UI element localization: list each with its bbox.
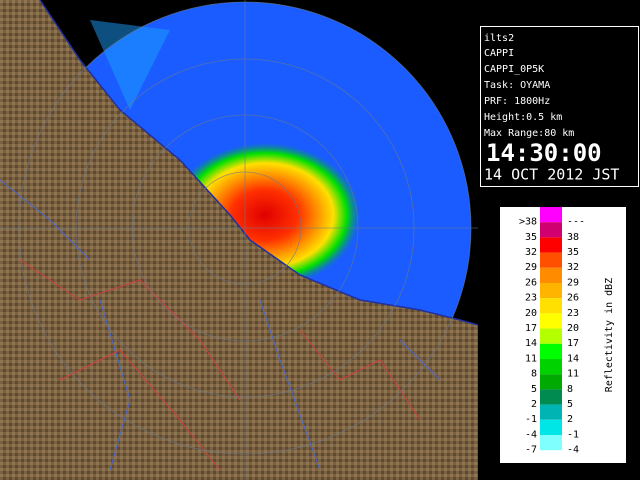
legend-high: 8 — [567, 384, 573, 395]
legend-low: 23 — [525, 293, 537, 304]
legend-high: 23 — [567, 308, 579, 319]
site: ilts2 — [484, 33, 514, 44]
legend-low: >38 — [519, 217, 537, 228]
legend: Reflectivity in dBZ >38 --- 35 38 32 35 29 32 26… — [500, 207, 626, 463]
legend-high: 14 — [567, 353, 579, 364]
legend-swatch — [540, 222, 562, 238]
legend-low: 14 — [525, 338, 537, 349]
legend-high: 26 — [567, 293, 579, 304]
legend-high: 5 — [567, 399, 573, 410]
legend-high: 32 — [567, 262, 579, 273]
legend-swatch — [540, 267, 562, 283]
legend-high: 17 — [567, 338, 579, 349]
legend-low: -7 — [525, 445, 537, 456]
legend-swatch — [540, 207, 562, 223]
legend-low: -1 — [525, 414, 537, 425]
legend-low: 20 — [525, 308, 537, 319]
legend-swatch — [540, 237, 562, 253]
legend-low: 2 — [531, 399, 537, 410]
legend-swatch — [540, 404, 562, 420]
legend-title: Reflectivity in dBZ — [604, 278, 615, 392]
height: Height:0.5 km — [484, 112, 562, 123]
legend-swatch — [540, 435, 562, 451]
legend-low: 11 — [525, 353, 537, 364]
time: 14:30:00 — [486, 139, 602, 167]
product-name: CAPPI_0P5K — [484, 64, 544, 75]
legend-low: 17 — [525, 323, 537, 334]
boundaries — [19, 259, 421, 471]
legend-swatch — [540, 343, 562, 359]
legend-swatch — [540, 328, 562, 344]
legend-low: 8 — [531, 369, 537, 380]
legend-box — [500, 207, 626, 463]
legend-high: -4 — [567, 445, 579, 456]
legend-swatch — [540, 252, 562, 268]
legend-high: 11 — [567, 369, 579, 380]
legend-swatch — [540, 313, 562, 329]
legend-low: 26 — [525, 277, 537, 288]
legend-swatch — [540, 374, 562, 390]
legend-swatch — [540, 298, 562, 314]
rivers — [0, 179, 441, 471]
legend-low: 5 — [531, 384, 537, 395]
legend-swatch — [540, 419, 562, 435]
legend-high: 20 — [567, 323, 579, 334]
product: CAPPI — [484, 48, 514, 59]
prf: PRF: 1800Hz — [484, 96, 550, 107]
date: 14 OCT 2012 JST — [484, 166, 619, 184]
legend-swatch — [540, 283, 562, 299]
legend-high: -1 — [567, 429, 579, 440]
legend-high: 2 — [567, 414, 573, 425]
legend-swatch — [540, 359, 562, 375]
coastline — [39, 0, 478, 326]
legend-high: 29 — [567, 277, 579, 288]
legend-high: 38 — [567, 232, 579, 243]
legend-low: 29 — [525, 262, 537, 273]
info-box — [480, 26, 639, 187]
legend-low: 35 — [525, 232, 537, 243]
legend-low: 32 — [525, 247, 537, 258]
land — [0, 0, 478, 480]
map — [0, 0, 478, 480]
max-range: Max Range:80 km — [484, 128, 574, 139]
range-rings — [0, 0, 478, 480]
legend-low: -4 — [525, 429, 537, 440]
legend-high: 35 — [567, 247, 579, 258]
task: Task: OYAMA — [484, 80, 550, 91]
info-panel: ilts2 CAPPI CAPPI_0P5K Task: OYAMA PRF: … — [480, 26, 639, 187]
weak-echo — [90, 20, 170, 110]
legend-high: --- — [567, 217, 585, 228]
legend-swatch — [540, 389, 562, 405]
